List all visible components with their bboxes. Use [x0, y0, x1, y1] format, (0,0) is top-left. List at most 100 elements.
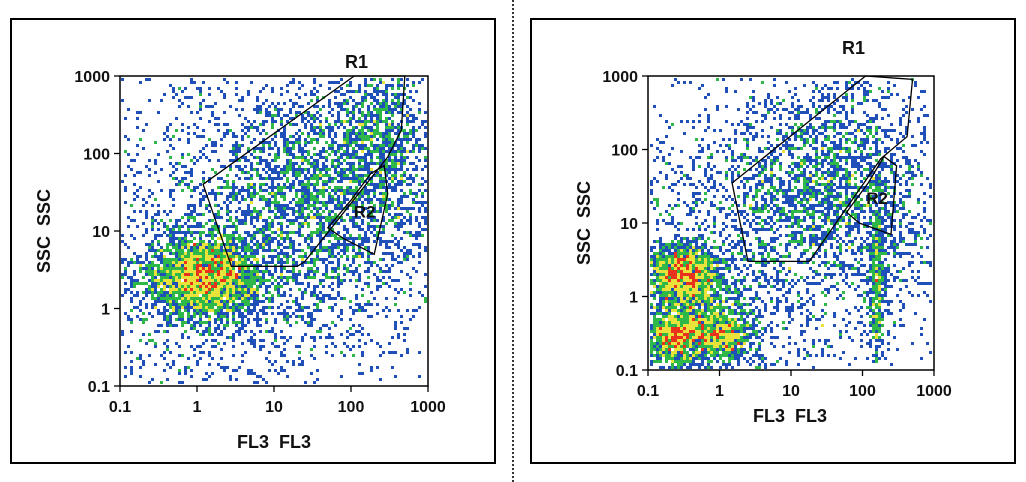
density-cell — [352, 345, 355, 348]
density-cell — [151, 270, 154, 273]
density-cell — [385, 99, 388, 102]
density-cell — [680, 300, 683, 303]
density-cell — [241, 210, 244, 213]
density-cell — [259, 270, 262, 273]
density-cell — [289, 243, 292, 246]
density-cell — [337, 204, 340, 207]
density-cell — [241, 168, 244, 171]
density-cell — [358, 159, 361, 162]
density-cell — [346, 138, 349, 141]
density-cell — [268, 114, 271, 117]
density-cell — [307, 111, 310, 114]
density-cell — [214, 291, 217, 294]
density-cell — [208, 264, 211, 267]
density-cell — [364, 123, 367, 126]
density-cell — [707, 360, 710, 363]
density-cell — [202, 231, 205, 234]
density-cell — [379, 267, 382, 270]
density-cell — [403, 180, 406, 183]
density-cell — [307, 246, 310, 249]
density-cell — [154, 273, 157, 276]
density-cell — [226, 213, 229, 216]
density-cell — [409, 183, 412, 186]
density-cell — [184, 213, 187, 216]
density-cell — [683, 303, 686, 306]
density-cell — [409, 177, 412, 180]
density-cell — [719, 336, 722, 339]
density-cell — [298, 234, 301, 237]
density-cell — [331, 165, 334, 168]
density-cell — [151, 315, 154, 318]
density-cell — [169, 264, 172, 267]
density-cell — [178, 369, 181, 372]
density-cell — [265, 84, 268, 87]
density-cell — [262, 276, 265, 279]
density-cell — [653, 285, 656, 288]
density-cell — [298, 201, 301, 204]
density-cell — [259, 132, 262, 135]
density-cell — [337, 174, 340, 177]
density-cell — [262, 219, 265, 222]
density-cell — [656, 324, 659, 327]
density-cell — [121, 330, 124, 333]
density-cell — [151, 192, 154, 195]
density-cell — [172, 87, 175, 90]
density-cell — [208, 318, 211, 321]
density-cell — [133, 174, 136, 177]
density-cell — [205, 279, 208, 282]
density-cell — [214, 258, 217, 261]
density-cell — [367, 192, 370, 195]
density-cell — [292, 141, 295, 144]
density-cell — [145, 252, 148, 255]
density-cell — [172, 258, 175, 261]
density-cell — [379, 186, 382, 189]
density-cell — [241, 327, 244, 330]
density-cell — [743, 351, 746, 354]
density-cell — [229, 375, 232, 378]
density-cell — [689, 300, 692, 303]
density-cell — [701, 303, 704, 306]
density-cell — [214, 330, 217, 333]
density-cell — [259, 111, 262, 114]
density-cell — [394, 207, 397, 210]
density-cell — [367, 252, 370, 255]
density-cell — [163, 342, 166, 345]
density-cell — [710, 333, 713, 336]
density-cell — [157, 270, 160, 273]
density-cell — [716, 354, 719, 357]
density-cell — [175, 231, 178, 234]
density-cell — [130, 300, 133, 303]
density-cell — [385, 207, 388, 210]
density-cell — [659, 339, 662, 342]
density-cell — [370, 180, 373, 183]
density-cell — [208, 120, 211, 123]
density-cell — [358, 198, 361, 201]
density-cell — [653, 246, 656, 249]
density-cell — [355, 153, 358, 156]
density-cell — [235, 225, 238, 228]
density-cell — [196, 213, 199, 216]
density-cell — [391, 126, 394, 129]
density-cell — [175, 291, 178, 294]
density-cell — [328, 216, 331, 219]
density-cell — [268, 285, 271, 288]
density-cell — [253, 195, 256, 198]
density-cell — [304, 381, 307, 384]
density-cell — [274, 168, 277, 171]
density-cell — [325, 126, 328, 129]
density-cell — [175, 285, 178, 288]
density-cell — [292, 174, 295, 177]
density-cell — [409, 120, 412, 123]
density-cell — [397, 246, 400, 249]
density-cell — [142, 282, 145, 285]
density-cell — [370, 78, 373, 81]
density-cell — [343, 249, 346, 252]
density-cell — [731, 303, 734, 306]
density-cell — [683, 315, 686, 318]
density-cell — [403, 333, 406, 336]
density-cell — [424, 300, 427, 303]
density-cell — [406, 327, 409, 330]
density-cell — [710, 282, 713, 285]
density-cell — [277, 153, 280, 156]
density-cell — [154, 249, 157, 252]
